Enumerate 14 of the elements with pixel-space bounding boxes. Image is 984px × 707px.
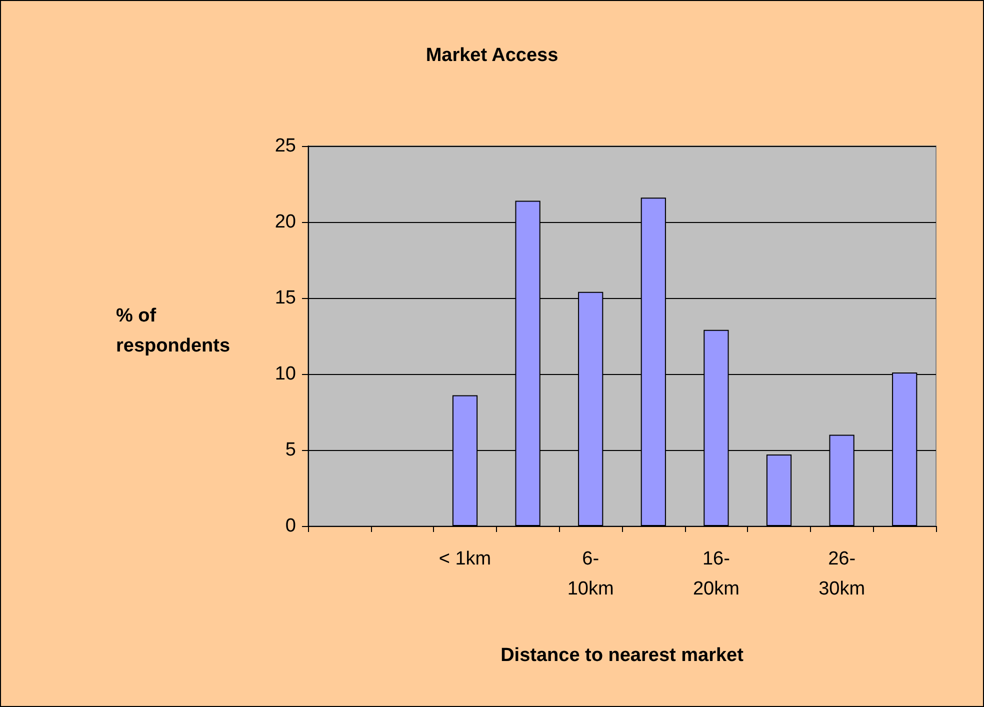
y-tick-label: 20 [274,212,296,232]
y-tick-label: 15 [274,288,296,308]
bar [766,454,792,526]
x-tick-label: 26-30km [818,548,866,600]
y-tick-label: 10 [274,364,296,384]
y-tick-label: 5 [285,440,296,460]
y-axis-title: % of respondents [116,306,230,356]
x-tick-label: 16-20km [692,548,740,600]
x-tick-label: < 1km [438,548,492,570]
x-axis-title: Distance to nearest market [500,645,744,666]
chart-title: Market Access [426,45,558,66]
x-tick-label: 6-10km [567,548,614,600]
y-tick-label: 25 [274,136,296,156]
y-tick-label: 0 [285,516,296,536]
